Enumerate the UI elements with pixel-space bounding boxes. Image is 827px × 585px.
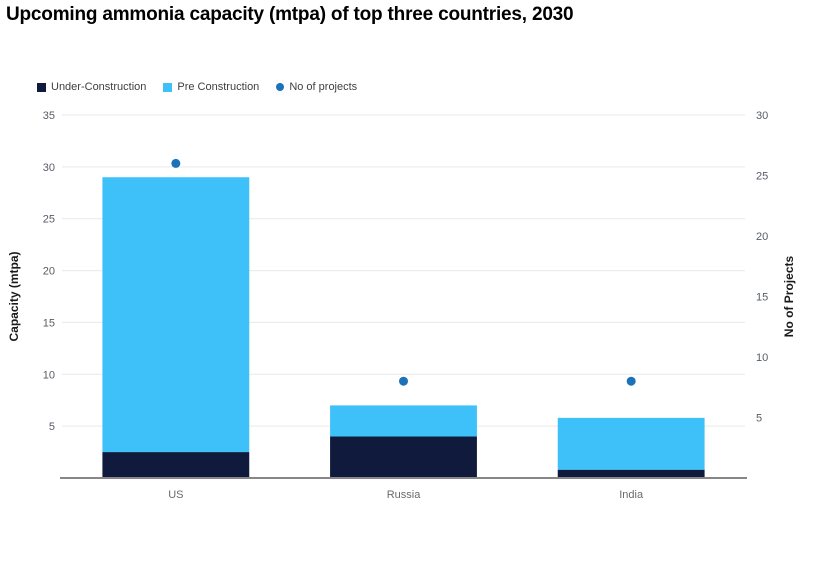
legend-item-pre-construction: Pre Construction (163, 81, 259, 93)
projects-dot-india (626, 376, 636, 386)
right-axis-tick-label: 25 (756, 171, 768, 183)
under-construction-swatch-icon (37, 82, 46, 92)
left-axis-title: Capacity (mtpa) (7, 251, 21, 341)
legend-label: Under-Construction (51, 81, 147, 93)
bar-segment-russia-pre-construction (330, 405, 477, 437)
right-axis-tick-label: 20 (756, 231, 768, 243)
left-axis-tick-label: 30 (43, 162, 55, 174)
left-axis-tick-label: 15 (43, 317, 55, 329)
category-label-us: US (168, 489, 183, 501)
right-axis-tick-label: 10 (756, 352, 768, 364)
chart-legend: Under-Construction Pre Construction No o… (37, 81, 357, 93)
bar-segment-india-pre-construction (557, 417, 705, 470)
left-axis-tick-label: 10 (43, 369, 55, 381)
legend-item-no-of-projects: No of projects (276, 81, 357, 93)
legend-label: No of projects (289, 81, 358, 93)
bar-segment-india-under-construction (557, 469, 705, 478)
bar-segment-us-pre-construction (102, 177, 250, 453)
projects-dot-us (171, 158, 181, 168)
projects-dot-swatch-icon (276, 83, 285, 91)
legend-item-under-construction: Under-Construction (37, 81, 146, 93)
right-axis-tick-label: 5 (756, 413, 762, 425)
left-axis-tick-label: 20 (43, 266, 55, 278)
projects-dot-russia (399, 376, 408, 386)
bar-segment-russia-under-construction (330, 436, 477, 478)
right-axis-title: No of Projects (782, 256, 796, 338)
category-label-india: India (619, 489, 644, 501)
chart-title: Upcoming ammonia capacity (mtpa) of top … (6, 4, 574, 25)
pre-construction-swatch-icon (163, 82, 173, 92)
right-axis-tick-label: 30 (756, 110, 768, 122)
left-axis-tick-label: 5 (49, 421, 55, 433)
left-axis-tick-label: 25 (43, 214, 55, 226)
left-axis-tick-label: 35 (43, 110, 55, 122)
right-axis-tick-label: 15 (756, 292, 768, 304)
bar-segment-us-under-construction (102, 452, 250, 478)
category-label-russia: Russia (387, 489, 422, 501)
legend-label: Pre Construction (177, 81, 260, 93)
